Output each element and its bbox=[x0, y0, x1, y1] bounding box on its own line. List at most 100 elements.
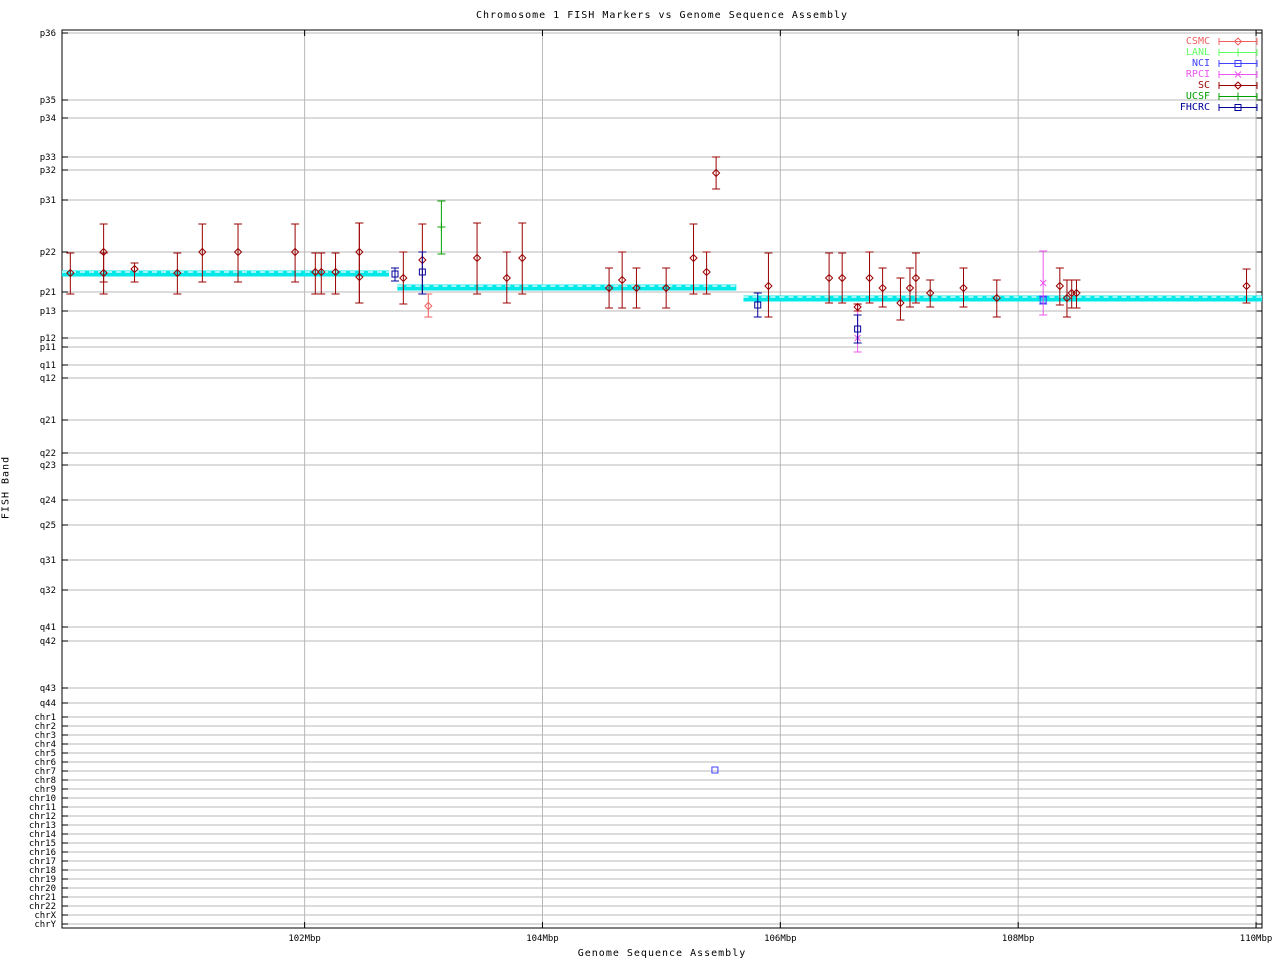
marker-diamond bbox=[1242, 281, 1251, 291]
y-tick-label: chr8 bbox=[34, 776, 56, 786]
y-tick-label: p11 bbox=[40, 343, 56, 353]
y-tick-label: q24 bbox=[40, 496, 56, 506]
marker-diamond bbox=[661, 283, 671, 293]
marker-square bbox=[391, 270, 399, 278]
marker-x bbox=[1039, 279, 1047, 287]
marker-diamond bbox=[399, 273, 408, 283]
chart-title: Chromosome 1 FISH Markers vs Genome Sequ… bbox=[475, 10, 849, 21]
legend-label: NCI bbox=[1191, 58, 1210, 69]
marker-diamond bbox=[472, 253, 482, 263]
legend-row-FHCRC: FHCRC bbox=[1180, 102, 1260, 113]
marker-diamond bbox=[992, 293, 1001, 303]
marker-diamond bbox=[1062, 293, 1072, 303]
y-tick-label: q42 bbox=[40, 637, 56, 647]
marker-diamond bbox=[604, 283, 614, 293]
x-tick-label: 102Mbp bbox=[288, 934, 321, 944]
marker-diamond bbox=[689, 253, 698, 263]
y-tick-label: q11 bbox=[40, 361, 56, 371]
y-tick-label: q12 bbox=[40, 374, 56, 384]
y-tick-label: chr3 bbox=[34, 731, 56, 741]
marker-diamond bbox=[198, 247, 207, 257]
y-tick-label: q41 bbox=[40, 623, 56, 633]
y-tick-label: chr12 bbox=[29, 812, 56, 822]
y-tick-label: chr5 bbox=[34, 749, 56, 759]
plot-border bbox=[61, 29, 1263, 929]
y-tick-label: p35 bbox=[40, 96, 56, 106]
y-tick-label: p12 bbox=[40, 334, 56, 344]
legend-label: LANL bbox=[1185, 47, 1210, 58]
y-tick-label: chr16 bbox=[29, 848, 56, 858]
y-tick-label: q43 bbox=[40, 684, 56, 694]
legend-row-LANL: LANL bbox=[1180, 47, 1260, 58]
marker-diamond bbox=[617, 275, 627, 285]
legend-sample-CSMC bbox=[1218, 37, 1258, 46]
marker-diamond bbox=[878, 283, 887, 293]
y-tick-label: chr21 bbox=[29, 893, 56, 903]
y-tick-label: chr6 bbox=[34, 758, 56, 768]
legend-label: UCSF bbox=[1185, 91, 1210, 102]
y-tick-label: chr10 bbox=[29, 794, 56, 804]
legend-sample-RPCI bbox=[1218, 71, 1258, 78]
marker-diamond bbox=[911, 273, 921, 283]
marker-diamond bbox=[896, 298, 905, 308]
y-tick-label: p36 bbox=[40, 29, 56, 39]
marker-diamond bbox=[331, 267, 340, 277]
marker-diamond bbox=[355, 272, 364, 282]
marker-diamond bbox=[290, 247, 300, 257]
legend-row-RPCI: RPCI bbox=[1180, 69, 1260, 80]
y-tick-label: q25 bbox=[40, 521, 56, 531]
marker-diamond bbox=[99, 268, 108, 278]
y-tick-label: chrY bbox=[34, 920, 56, 930]
legend-sample-SC bbox=[1218, 81, 1258, 90]
y-tick-label: chr1 bbox=[34, 713, 56, 723]
marker-diamond bbox=[130, 264, 139, 274]
legend-row-NCI: NCI bbox=[1180, 58, 1260, 69]
y-tick-label: chr9 bbox=[34, 785, 56, 795]
y-tick-label: chr4 bbox=[34, 740, 56, 750]
x-tick-label: 108Mbp bbox=[1002, 934, 1035, 944]
marker-diamond bbox=[424, 301, 433, 311]
y-tick-label: q21 bbox=[40, 416, 56, 426]
marker-diamond bbox=[233, 247, 243, 257]
y-tick-label: q44 bbox=[40, 699, 56, 709]
y-tick-label: p31 bbox=[40, 196, 56, 206]
marker-diamond bbox=[865, 273, 874, 283]
y-tick-label: q31 bbox=[40, 556, 56, 566]
legend-row-UCSF: UCSF bbox=[1180, 91, 1260, 102]
marker-diamond bbox=[711, 168, 721, 178]
y-tick-label: p13 bbox=[40, 307, 56, 317]
marker-square bbox=[711, 766, 719, 774]
y-tick-label: chr17 bbox=[29, 857, 56, 867]
marker-diamond bbox=[173, 268, 182, 278]
x-tick-label: 104Mbp bbox=[526, 934, 559, 944]
x-axis-title: Genome Sequence Assembly bbox=[577, 948, 747, 959]
marker-diamond bbox=[837, 273, 847, 283]
y-tick-label: q32 bbox=[40, 586, 56, 596]
y-tick-label: chr20 bbox=[29, 884, 56, 894]
legend-label: SC bbox=[1197, 80, 1210, 91]
marker-diamond bbox=[1072, 288, 1081, 298]
legend-sample-FHCRC bbox=[1218, 104, 1258, 111]
y-tick-label: q23 bbox=[40, 461, 56, 471]
legend-sample-UCSF bbox=[1218, 92, 1258, 101]
marker-diamond bbox=[824, 273, 834, 283]
marker-diamond bbox=[764, 281, 773, 291]
marker-diamond bbox=[317, 267, 326, 277]
y-tick-label: chr19 bbox=[29, 875, 56, 885]
marker-diamond bbox=[925, 288, 935, 298]
legend-label: CSMC bbox=[1185, 36, 1210, 47]
y-tick-label: chr18 bbox=[29, 866, 56, 876]
y-tick-label: q22 bbox=[40, 449, 56, 459]
legend-sample-NCI bbox=[1218, 60, 1258, 67]
marker-diamond bbox=[702, 267, 711, 277]
y-tick-label: chr14 bbox=[29, 830, 56, 840]
y-tick-label: chr11 bbox=[29, 803, 56, 813]
y-tick-label: chr22 bbox=[29, 902, 56, 912]
marker-diamond bbox=[502, 273, 512, 283]
x-tick-label: 110Mbp bbox=[1240, 934, 1273, 944]
marker-square bbox=[854, 325, 862, 333]
legend-label: RPCI bbox=[1185, 69, 1210, 80]
